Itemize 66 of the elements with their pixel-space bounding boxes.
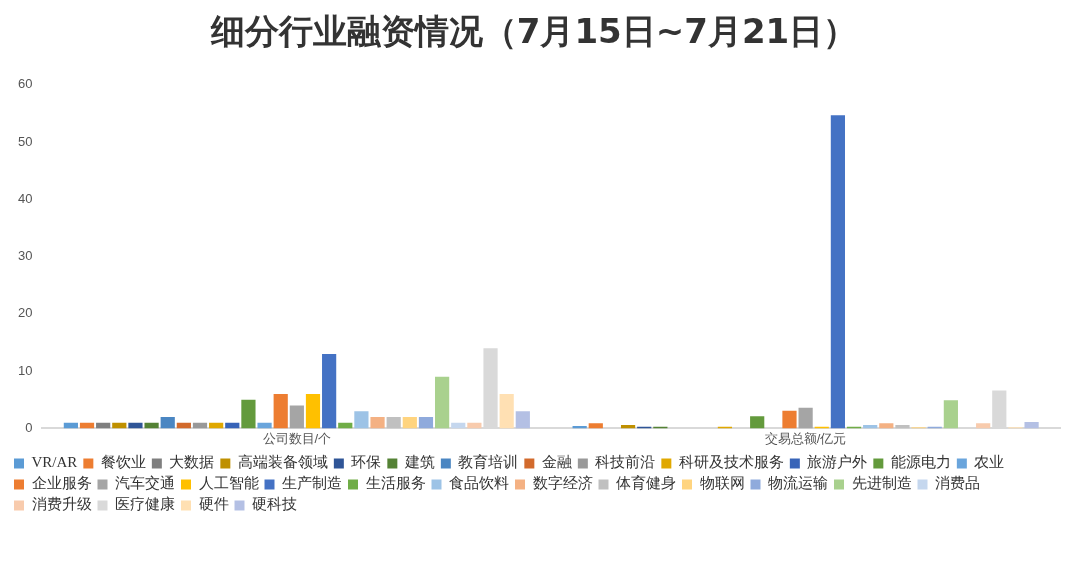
bar [322, 353, 337, 429]
y-tick-label: 10 [17, 362, 33, 378]
bar [128, 422, 143, 429]
bar [241, 399, 256, 429]
legend-label: 硬件 [198, 496, 229, 513]
bar [305, 394, 321, 429]
x-tick-label: 公司数目/个 [262, 430, 332, 446]
legend-label: 建筑 [403, 454, 435, 471]
x-tick-label: 交易总额/亿元 [764, 430, 847, 446]
legend-label: 企业服务 [31, 475, 92, 492]
bar [515, 411, 530, 429]
legend-label: 教育培训 [458, 454, 519, 471]
legend-label: 生活服务 [365, 475, 426, 492]
bar [895, 424, 910, 429]
legend-label: 消费升级 [31, 496, 92, 513]
legend-label: 人工智能 [198, 475, 259, 492]
legend-label: 高端装备领域 [237, 454, 328, 471]
legend-label: VR/AR [31, 454, 78, 471]
y-tick-label: 30 [17, 248, 33, 264]
bar [879, 423, 894, 429]
legend-label: 金融 [541, 454, 572, 471]
bar [750, 416, 765, 429]
legend-label: 物联网 [699, 475, 745, 492]
bar [402, 416, 417, 429]
y-tick-label: 60 [17, 76, 33, 92]
legend-label: 先进制造 [851, 475, 912, 492]
legend-label: 环保 [351, 454, 382, 471]
legend-label: 汽车交通 [115, 475, 175, 492]
y-tick-label: 40 [17, 190, 33, 206]
bar [782, 410, 797, 429]
legend-label: 科技前沿 [595, 454, 656, 471]
y-tick-label: 0 [25, 419, 33, 435]
legend-label: 科研及技术服务 [678, 454, 784, 471]
y-tick-label: 20 [17, 305, 33, 321]
legend-label: 大数据 [169, 454, 215, 471]
bar [370, 416, 385, 429]
bar [273, 394, 288, 429]
bar [160, 416, 175, 429]
legend-label: 物流运输 [768, 475, 828, 492]
legend-label: 硬科技 [252, 496, 297, 513]
legend-label: 能源电力 [890, 454, 951, 471]
bar [289, 405, 304, 429]
bar [354, 411, 369, 429]
chart-title: 细分行业融资情况（7月15日~7月21日） [209, 11, 858, 52]
legend-label: 医疗健康 [115, 496, 175, 513]
bar [257, 422, 272, 429]
y-tick-label: 50 [17, 133, 33, 149]
legend-label: 旅游户外 [807, 454, 868, 471]
legend-label: 数字经济 [532, 475, 593, 492]
legend-label: 餐饮业 [100, 454, 146, 471]
legend-label: 食品饮料 [449, 475, 509, 492]
bar [499, 394, 514, 429]
bar [588, 423, 603, 429]
legend-label: 生产制造 [282, 475, 342, 492]
legend-label: 消费品 [935, 475, 980, 492]
bar [943, 400, 958, 429]
bar [1024, 422, 1039, 429]
legend-label: 农业 [974, 454, 1005, 471]
bar [386, 416, 401, 429]
bar [418, 416, 434, 429]
bar [435, 376, 450, 429]
legend-label: 体育健身 [616, 475, 676, 492]
bar [798, 407, 813, 429]
bar [976, 423, 991, 429]
bar [144, 422, 159, 429]
bar [830, 115, 845, 429]
